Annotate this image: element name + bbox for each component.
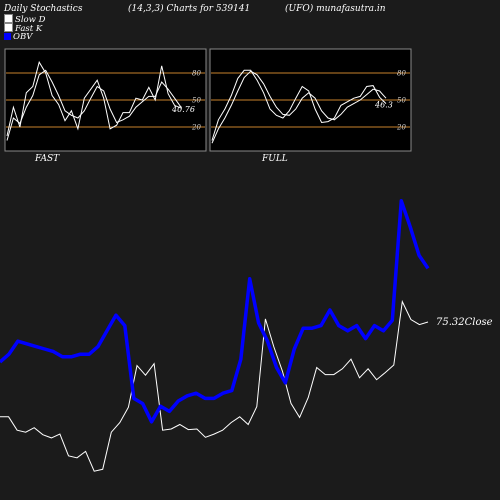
full-full-k-line bbox=[211, 69, 387, 141]
full-last-value-label: 46.3 bbox=[374, 101, 393, 110]
legend-swatch-obv bbox=[4, 33, 11, 40]
fast-last-value-label: 40.76 bbox=[171, 105, 195, 114]
full-full-d-line bbox=[211, 70, 387, 144]
close-last-value-label: 75.32Close bbox=[436, 317, 493, 328]
legend-fast-k: Fast K bbox=[4, 23, 42, 34]
fast-slow-d-line bbox=[6, 69, 182, 141]
full-tick-label-80: 80 bbox=[397, 70, 406, 78]
fast-tick-label-20: 20 bbox=[191, 124, 201, 132]
full-tick-label-20: 20 bbox=[396, 124, 406, 132]
fast-tick-label-80: 80 bbox=[192, 70, 201, 78]
obv-line bbox=[0, 199, 430, 424]
legend-obv: OBV bbox=[4, 32, 32, 42]
fast-tick-label-50: 50 bbox=[192, 97, 201, 105]
legend-swatch-slow-d bbox=[4, 14, 13, 23]
legend-obv-label: OBV bbox=[13, 32, 33, 42]
fast-panel-label: FAST bbox=[34, 154, 60, 164]
close-price-line bbox=[0, 299, 429, 472]
legend-swatch-fast-k bbox=[4, 23, 13, 32]
full-panel-label: FULL bbox=[261, 154, 288, 164]
fast-fast-k-line bbox=[6, 60, 182, 137]
header-source: (UFO) munafasutra.in bbox=[285, 4, 386, 14]
legend-slow-d-label: Slow D bbox=[15, 15, 46, 25]
full-tick-label-50: 50 bbox=[397, 97, 406, 105]
legend-fast-k-label: Fast K bbox=[15, 24, 43, 34]
header-symbol: (14,3,3) Charts for 539141 bbox=[128, 4, 251, 14]
header-title: Daily Stochastics bbox=[4, 4, 83, 14]
legend-slow-d: Slow D bbox=[4, 14, 45, 25]
